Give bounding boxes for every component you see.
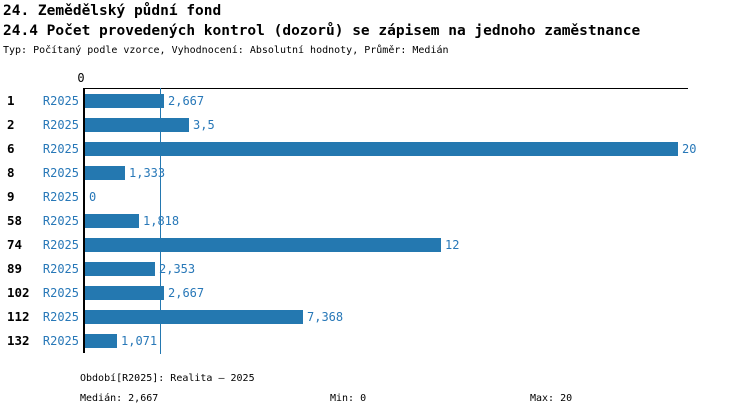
footer-median-label: Medián: 2,667	[80, 393, 159, 404]
report-title-line2: 24.4 Počet provedených kontrol (dozorů) …	[3, 23, 641, 39]
footer-period-label: Období[R2025]: Realita – 2025	[80, 373, 255, 384]
chart-row: 74 R2025 12	[0, 233, 750, 257]
chart-row: 89 R2025 2,353	[0, 257, 750, 281]
row-category-label: 58	[7, 213, 23, 228]
row-series-label: R2025	[42, 238, 79, 252]
row-category-label: 102	[7, 285, 30, 300]
row-category-label: 6	[7, 141, 15, 156]
row-value-label: 2,667	[168, 94, 205, 108]
row-series-label: R2025	[42, 334, 79, 348]
chart-row: 2 R2025 3,5	[0, 113, 750, 137]
row-series-label: R2025	[42, 310, 79, 324]
row-category-label: 74	[7, 237, 23, 252]
row-category-label: 132	[7, 333, 30, 348]
row-series-label: R2025	[42, 262, 79, 276]
chart-row: 1 R2025 2,667	[0, 89, 750, 113]
row-series-label: R2025	[42, 214, 79, 228]
row-category-label: 2	[7, 117, 15, 132]
chart-row: 132 R2025 1,071	[0, 329, 750, 353]
chart-row: 6 R2025 20	[0, 137, 750, 161]
row-bar	[85, 94, 164, 108]
row-bar	[85, 214, 139, 228]
row-series-label: R2025	[42, 118, 79, 132]
chart-row: 58 R2025 1,818	[0, 209, 750, 233]
row-bar	[85, 118, 189, 132]
row-value-label: 0	[89, 190, 97, 204]
row-bar	[85, 286, 164, 300]
row-value-label: 2,353	[159, 262, 196, 276]
chart-rows: 1 R2025 2,667 2 R2025 3,5 6 R2025 20 8 R…	[0, 89, 750, 353]
chart-row: 102 R2025 2,667	[0, 281, 750, 305]
row-category-label: 89	[7, 261, 23, 276]
plot-frame	[83, 88, 688, 353]
row-bar	[85, 262, 155, 276]
row-value-label: 20	[682, 142, 697, 156]
report-subtitle: Typ: Počítaný podle vzorce, Vyhodnocení:…	[3, 45, 449, 56]
row-bar	[85, 166, 125, 180]
x-axis-tick-zero: 0	[77, 71, 85, 85]
row-value-label: 7,368	[307, 310, 344, 324]
report-title-line1: 24. Zemědělský půdní fond	[3, 3, 222, 19]
median-line	[160, 88, 161, 354]
row-series-label: R2025	[42, 190, 79, 204]
row-value-label: 1,071	[121, 334, 158, 348]
row-bar	[85, 334, 117, 348]
row-value-label: 1,333	[129, 166, 166, 180]
row-category-label: 1	[7, 93, 15, 108]
row-value-label: 12	[445, 238, 460, 252]
row-series-label: R2025	[42, 94, 79, 108]
footer-min-label: Min: 0	[330, 393, 367, 404]
row-bar	[85, 142, 678, 156]
row-value-label: 1,818	[143, 214, 180, 228]
row-value-label: 3,5	[193, 118, 215, 132]
chart-row: 8 R2025 1,333	[0, 161, 750, 185]
row-series-label: R2025	[42, 142, 79, 156]
row-category-label: 8	[7, 165, 15, 180]
row-value-label: 2,667	[168, 286, 205, 300]
footer-max-label: Max: 20	[530, 393, 573, 404]
row-bar	[85, 310, 303, 324]
chart-row: 9 R2025 0	[0, 185, 750, 209]
row-category-label: 9	[7, 189, 15, 204]
row-bar	[85, 238, 441, 252]
row-category-label: 112	[7, 309, 30, 324]
chart-row: 112 R2025 7,368	[0, 305, 750, 329]
row-series-label: R2025	[42, 166, 79, 180]
row-series-label: R2025	[42, 286, 79, 300]
bar-chart: 1 R2025 2,667 2 R2025 3,5 6 R2025 20 8 R…	[0, 88, 750, 354]
